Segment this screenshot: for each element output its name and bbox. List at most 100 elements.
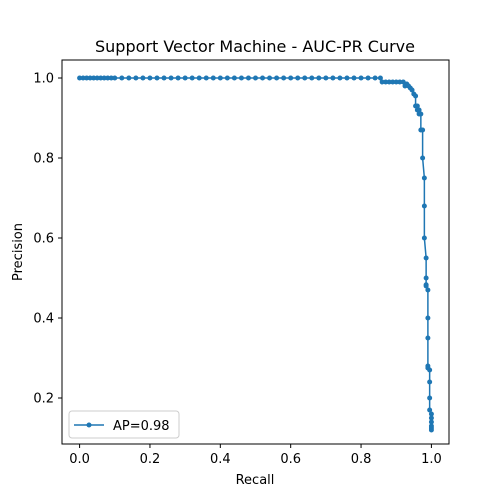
data-point xyxy=(358,75,364,81)
data-point xyxy=(154,75,160,81)
data-point xyxy=(427,407,433,413)
data-point xyxy=(77,75,83,81)
data-point xyxy=(427,379,433,385)
series-layer xyxy=(77,75,434,433)
data-point xyxy=(112,75,118,81)
data-point xyxy=(253,75,258,81)
data-point xyxy=(427,367,433,373)
data-point xyxy=(337,75,343,81)
data-point xyxy=(302,75,308,81)
data-point xyxy=(238,75,244,81)
y-axis: 0.2 0.4 0.6 0.8 1.0 xyxy=(33,72,62,407)
data-point xyxy=(133,75,139,81)
data-point xyxy=(108,75,114,81)
plot-frame xyxy=(61,59,450,445)
data-point xyxy=(393,79,399,85)
data-point xyxy=(323,75,329,81)
data-point xyxy=(80,75,86,81)
data-point xyxy=(288,75,294,81)
data-point xyxy=(377,75,383,81)
data-point xyxy=(420,155,426,161)
data-point xyxy=(140,75,146,81)
data-point xyxy=(420,127,426,133)
plot-area: 0.0 0.2 0.4 0.6 0.8 1.0 0.2 0.4 0.6 0.8 1.0 xyxy=(33,59,450,467)
data-point xyxy=(217,75,223,81)
legend-box xyxy=(68,410,180,439)
legend-point-marker xyxy=(86,422,92,428)
data-point xyxy=(383,79,389,85)
data-point xyxy=(425,335,431,341)
y-tick-label: 0.2 xyxy=(33,392,54,407)
data-point xyxy=(428,411,434,417)
data-point xyxy=(390,79,396,85)
data-point xyxy=(428,415,434,421)
data-point xyxy=(168,75,174,81)
data-point xyxy=(423,283,429,289)
data-point xyxy=(330,75,336,81)
data-point xyxy=(161,75,167,81)
data-point xyxy=(427,395,433,401)
data-point xyxy=(84,75,90,81)
data-point xyxy=(98,75,104,81)
data-point xyxy=(423,255,429,261)
legend-entry-label: AP=0.98 xyxy=(113,419,170,434)
x-tick-label: 0.0 xyxy=(69,452,90,467)
x-axis: 0.0 0.2 0.4 0.6 0.8 1.0 xyxy=(69,444,442,467)
data-point xyxy=(425,287,431,293)
data-point xyxy=(344,75,350,81)
data-point xyxy=(413,93,419,99)
data-point xyxy=(260,75,266,81)
data-point xyxy=(309,75,315,81)
data-point xyxy=(372,75,378,81)
x-tick-label: 0.8 xyxy=(351,452,372,467)
data-point xyxy=(281,75,287,81)
data-point xyxy=(119,75,125,81)
x-tick-label: 0.4 xyxy=(210,452,231,467)
data-point xyxy=(397,79,403,85)
data-point xyxy=(416,107,422,113)
data-point xyxy=(182,75,188,81)
data-point xyxy=(126,75,132,81)
data-point xyxy=(409,87,415,93)
x-tick-label: 0.6 xyxy=(280,452,301,467)
y-tick-label: 0.8 xyxy=(33,152,54,167)
data-point xyxy=(87,75,93,81)
data-point xyxy=(147,75,153,81)
data-point xyxy=(203,75,209,81)
data-point xyxy=(421,235,427,241)
chart-title: Support Vector Machine - AUC-PR Curve xyxy=(95,37,415,56)
data-point xyxy=(101,75,107,81)
data-point xyxy=(425,315,431,321)
data-point xyxy=(105,75,111,81)
data-point xyxy=(231,75,237,81)
data-point xyxy=(379,79,385,85)
data-point xyxy=(295,75,301,81)
y-tick-label: 0.6 xyxy=(33,232,54,247)
data-point xyxy=(423,275,429,281)
data-point xyxy=(316,75,322,81)
data-point xyxy=(386,79,392,85)
data-point xyxy=(274,75,280,81)
data-point xyxy=(224,75,230,81)
data-point xyxy=(351,75,357,81)
y-axis-label: Precision xyxy=(11,223,26,281)
data-point xyxy=(421,203,427,209)
x-tick-label: 1.0 xyxy=(421,452,442,467)
data-point xyxy=(414,103,420,109)
y-tick-label: 1.0 xyxy=(33,72,54,87)
data-point xyxy=(365,75,371,81)
data-point xyxy=(428,419,434,425)
data-point xyxy=(196,75,202,81)
data-point xyxy=(267,75,273,81)
data-point xyxy=(421,175,427,181)
data-point xyxy=(418,111,424,117)
y-tick-label: 0.4 xyxy=(33,312,54,327)
x-tick-label: 0.2 xyxy=(140,452,161,467)
x-axis-label: Recall xyxy=(236,473,275,488)
data-point xyxy=(91,75,97,81)
data-point xyxy=(94,75,100,81)
legend: AP=0.98 xyxy=(68,410,180,439)
data-point xyxy=(175,75,181,81)
data-point xyxy=(210,75,216,81)
